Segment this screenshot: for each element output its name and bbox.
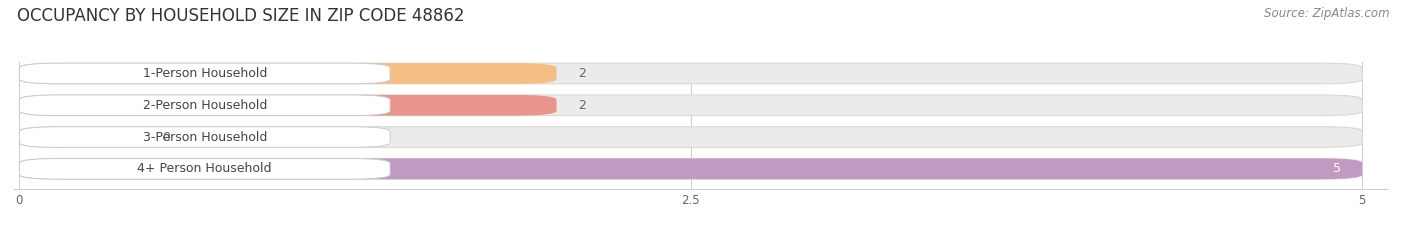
- FancyBboxPatch shape: [20, 63, 557, 84]
- Text: 0: 0: [162, 130, 170, 144]
- FancyBboxPatch shape: [20, 127, 141, 147]
- FancyBboxPatch shape: [20, 158, 1362, 179]
- FancyBboxPatch shape: [20, 158, 389, 179]
- FancyBboxPatch shape: [20, 95, 557, 116]
- Text: 4+ Person Household: 4+ Person Household: [138, 162, 271, 175]
- FancyBboxPatch shape: [20, 158, 1362, 179]
- Text: 5: 5: [1333, 162, 1341, 175]
- FancyBboxPatch shape: [20, 127, 1362, 147]
- Text: Source: ZipAtlas.com: Source: ZipAtlas.com: [1264, 7, 1389, 20]
- Text: 2: 2: [578, 67, 586, 80]
- Text: 3-Person Household: 3-Person Household: [142, 130, 267, 144]
- FancyBboxPatch shape: [20, 63, 1362, 84]
- FancyBboxPatch shape: [20, 63, 389, 84]
- FancyBboxPatch shape: [20, 95, 389, 116]
- Text: 2: 2: [578, 99, 586, 112]
- Text: 2-Person Household: 2-Person Household: [142, 99, 267, 112]
- FancyBboxPatch shape: [20, 95, 1362, 116]
- Text: OCCUPANCY BY HOUSEHOLD SIZE IN ZIP CODE 48862: OCCUPANCY BY HOUSEHOLD SIZE IN ZIP CODE …: [17, 7, 464, 25]
- FancyBboxPatch shape: [20, 127, 389, 147]
- Text: 1-Person Household: 1-Person Household: [142, 67, 267, 80]
